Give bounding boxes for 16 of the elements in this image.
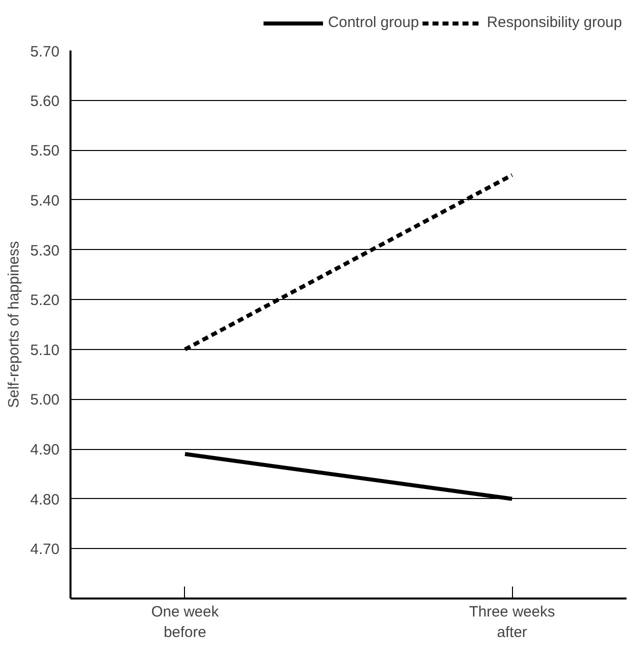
y-tick-label: 5.40 [30,192,60,210]
y-tick-label: 5.50 [30,142,60,160]
y-tick-label: 5.10 [30,342,60,359]
x-tick-label: Three weeks after [469,604,555,641]
y-tick-label: 5.70 [30,44,60,60]
legend-label: Control group [328,14,419,31]
y-tick-label: 5.60 [30,92,60,110]
y-tick-label: 4.70 [30,541,60,558]
y-axis-title: Self-reports of happiness [5,241,22,408]
y-tick-label: 5.00 [30,392,60,409]
y-tick-label: 4.80 [30,491,60,508]
y-tick-label: 4.90 [30,442,60,459]
y-tick-label: 5.20 [30,292,60,310]
x-tick-label: One week before [151,604,220,641]
y-tick-label: 5.30 [30,242,60,260]
legend-label: Responsibility group [486,14,622,31]
